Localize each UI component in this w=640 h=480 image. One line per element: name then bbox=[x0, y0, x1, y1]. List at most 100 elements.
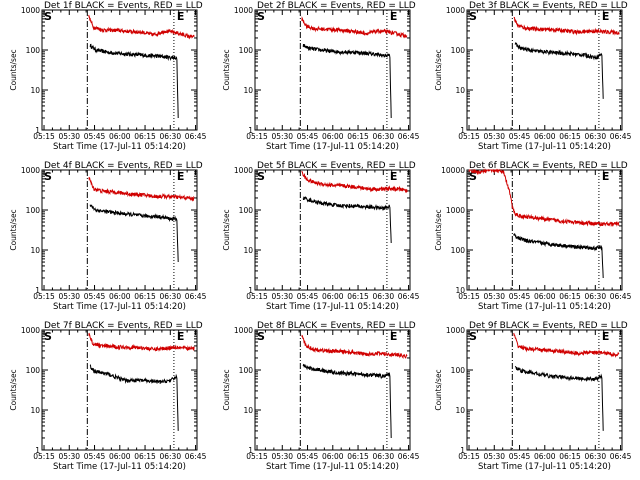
x-tick-label: 06:45 bbox=[610, 292, 632, 301]
x-tick-label: 06:00 bbox=[534, 132, 556, 141]
x-axis-label: Start Time (17-Jul-11 05:14:20) bbox=[478, 302, 611, 312]
x-tick-label: 06:15 bbox=[347, 452, 369, 461]
x-tick-label: 06:15 bbox=[559, 292, 581, 301]
y-tick-label: 1 bbox=[35, 446, 40, 455]
panel-title: Det 1f BLACK = Events, RED = LLD bbox=[44, 1, 203, 11]
x-axis-label: Start Time (17-Jul-11 05:14:20) bbox=[478, 142, 611, 152]
x-tick-label: 06:00 bbox=[322, 292, 344, 301]
y-tick-label: 10 bbox=[30, 86, 40, 95]
y-axis-label: Counts/sec bbox=[434, 369, 443, 410]
x-tick-label: 05:45 bbox=[297, 292, 319, 301]
y-tick-label: 100 bbox=[239, 206, 254, 215]
end-marker-label: E bbox=[390, 170, 398, 183]
y-axis-label: Counts/sec bbox=[9, 209, 18, 250]
x-tick-label: 06:30 bbox=[584, 292, 606, 301]
y-tick-label: 10 bbox=[243, 406, 253, 415]
panel-title: Det 7f BLACK = Events, RED = LLD bbox=[44, 321, 203, 331]
start-marker-label: S bbox=[257, 330, 265, 343]
x-tick-label: 05:30 bbox=[483, 292, 505, 301]
events-series-line bbox=[89, 204, 179, 263]
x-tick-label: 06:00 bbox=[109, 452, 131, 461]
x-tick-label: 05:45 bbox=[297, 452, 319, 461]
x-tick-label: 05:30 bbox=[58, 292, 80, 301]
x-tick-label: 06:45 bbox=[398, 292, 420, 301]
panel-title: Det 3f BLACK = Events, RED = LLD bbox=[469, 1, 628, 11]
y-tick-label: 1000 bbox=[446, 326, 465, 335]
x-tick-label: 06:15 bbox=[559, 452, 581, 461]
x-tick-label: 06:15 bbox=[559, 132, 581, 141]
x-tick-label: 06:30 bbox=[159, 132, 181, 141]
y-axis-label: Counts/sec bbox=[9, 369, 18, 410]
start-marker-label: S bbox=[257, 10, 265, 23]
start-marker-label: S bbox=[469, 330, 477, 343]
y-tick-label: 100 bbox=[239, 46, 254, 55]
x-tick-label: 06:45 bbox=[185, 132, 207, 141]
y-tick-label: 10 bbox=[455, 286, 465, 295]
x-tick-label: 05:30 bbox=[271, 292, 293, 301]
panel-title: Det 8f BLACK = Events, RED = LLD bbox=[257, 321, 416, 331]
x-tick-label: 06:45 bbox=[185, 292, 207, 301]
x-axis-label: Start Time (17-Jul-11 05:14:20) bbox=[266, 462, 399, 472]
y-tick-label: 1 bbox=[248, 126, 253, 135]
y-tick-label: 1 bbox=[35, 286, 40, 295]
x-tick-label: 06:45 bbox=[398, 452, 420, 461]
end-marker-label: E bbox=[177, 10, 185, 23]
y-tick-label: 100 bbox=[26, 206, 41, 215]
y-tick-label: 1000 bbox=[234, 166, 253, 175]
x-tick-label: 06:15 bbox=[134, 292, 156, 301]
y-tick-label: 1000 bbox=[21, 6, 40, 15]
x-tick-label: 05:45 bbox=[509, 292, 531, 301]
x-tick-label: 06:30 bbox=[372, 292, 394, 301]
events-series-line bbox=[302, 363, 392, 439]
events-series-line bbox=[302, 195, 392, 244]
y-tick-label: 100 bbox=[26, 366, 41, 375]
x-axis-label: Start Time (17-Jul-11 05:14:20) bbox=[53, 142, 186, 152]
panel-title: Det 9f BLACK = Events, RED = LLD bbox=[469, 321, 628, 331]
x-tick-label: 06:30 bbox=[584, 452, 606, 461]
events-series-line bbox=[89, 363, 179, 431]
x-tick-label: 05:30 bbox=[483, 132, 505, 141]
start-marker-label: S bbox=[257, 170, 265, 183]
y-tick-label: 10 bbox=[455, 86, 465, 95]
panel-title: Det 4f BLACK = Events, RED = LLD bbox=[44, 161, 203, 171]
y-tick-label: 1000 bbox=[234, 6, 253, 15]
panel-title: Det 2f BLACK = Events, RED = LLD bbox=[257, 1, 416, 11]
x-tick-label: 06:45 bbox=[610, 452, 632, 461]
panel-title: Det 5f BLACK = Events, RED = LLD bbox=[257, 161, 416, 171]
x-tick-label: 05:30 bbox=[58, 132, 80, 141]
y-axis-label: Counts/sec bbox=[222, 49, 231, 90]
events-series-line bbox=[514, 42, 604, 99]
y-tick-label: 1000 bbox=[234, 326, 253, 335]
x-tick-label: 06:45 bbox=[185, 452, 207, 461]
x-tick-label: 06:15 bbox=[134, 452, 156, 461]
x-axis-label: Start Time (17-Jul-11 05:14:20) bbox=[53, 302, 186, 312]
y-tick-label: 1 bbox=[248, 446, 253, 455]
lld-series-line bbox=[301, 334, 408, 360]
x-tick-label: 05:45 bbox=[509, 452, 531, 461]
x-tick-label: 05:15 bbox=[33, 292, 55, 301]
lld-series-line bbox=[513, 16, 620, 36]
events-series-line bbox=[302, 43, 392, 119]
lld-series-line bbox=[301, 170, 408, 194]
x-tick-label: 05:15 bbox=[246, 292, 268, 301]
x-tick-label: 06:45 bbox=[398, 132, 420, 141]
x-tick-label: 05:15 bbox=[33, 132, 55, 141]
y-tick-label: 1000 bbox=[21, 326, 40, 335]
panel-title: Det 6f BLACK = Events, RED = LLD bbox=[469, 161, 628, 171]
y-axis-label: Counts/sec bbox=[9, 49, 18, 90]
x-tick-label: 05:15 bbox=[458, 292, 480, 301]
x-tick-label: 05:45 bbox=[84, 452, 106, 461]
lld-series-line bbox=[88, 177, 195, 202]
lld-series-line bbox=[301, 16, 408, 39]
x-tick-label: 05:45 bbox=[509, 132, 531, 141]
end-marker-label: E bbox=[602, 10, 610, 23]
x-axis-label: Start Time (17-Jul-11 05:14:20) bbox=[266, 302, 399, 312]
x-tick-label: 06:30 bbox=[584, 132, 606, 141]
end-marker-label: E bbox=[177, 170, 185, 183]
